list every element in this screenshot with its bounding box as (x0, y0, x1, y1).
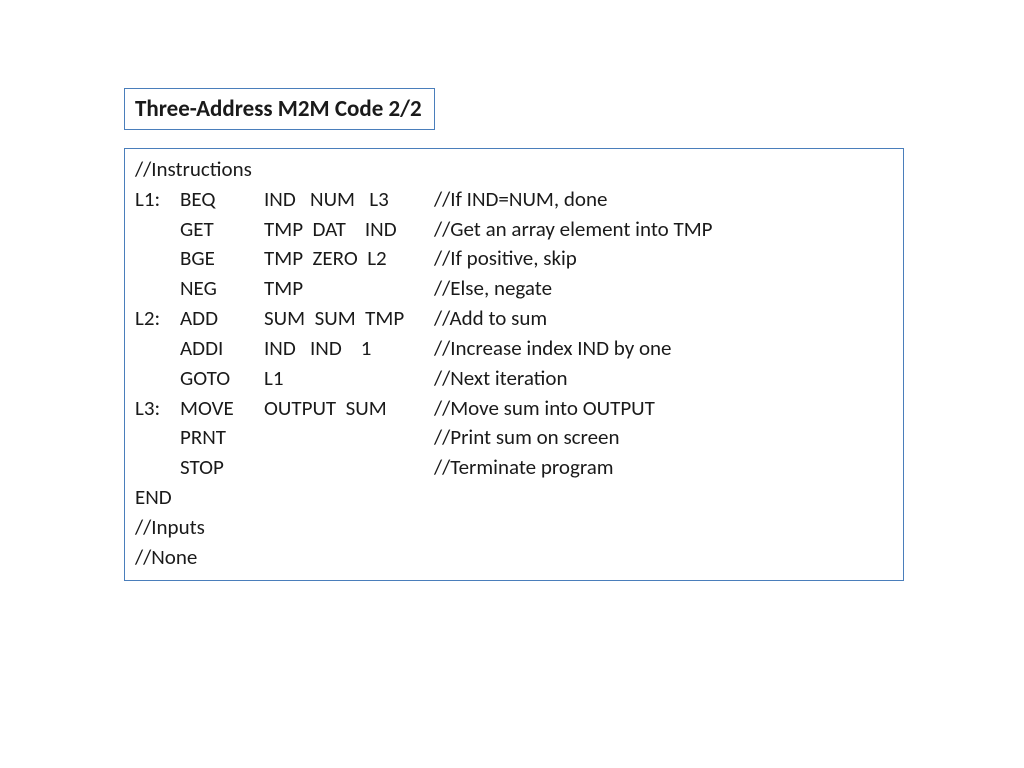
instr-comment: //Move sum into OUTPUT (434, 394, 893, 424)
code-line: L1: BEQ IND NUM L3 //If IND=NUM, done (135, 185, 893, 215)
instr-comment: //Add to sum (434, 304, 893, 334)
instr-comment: //If IND=NUM, done (434, 185, 893, 215)
instr-op: ADDI (180, 334, 264, 364)
instr-op: BGE (180, 244, 264, 274)
instr-op: MOVE (180, 394, 264, 424)
code-line: GOTO L1 //Next iteration (135, 364, 893, 394)
instr-args: L1 (264, 364, 434, 394)
instr-op: STOP (180, 453, 264, 483)
instr-comment: //Terminate program (434, 453, 893, 483)
instr-label (135, 453, 180, 483)
instr-comment: //Increase index IND by one (434, 334, 893, 364)
code-line: BGE TMP ZERO L2 //If positive, skip (135, 244, 893, 274)
code-line: END (135, 483, 893, 513)
instr-comment: //If positive, skip (434, 244, 893, 274)
slide-title: Three-Address M2M Code 2/2 (124, 88, 435, 130)
instr-comment: //Print sum on screen (434, 423, 893, 453)
instr-op: PRNT (180, 423, 264, 453)
instr-args: IND IND 1 (264, 334, 434, 364)
instr-label: L2: (135, 304, 180, 334)
instr-label: L3: (135, 394, 180, 424)
instr-args: IND NUM L3 (264, 185, 434, 215)
code-line: NEG TMP //Else, negate (135, 274, 893, 304)
code-line: STOP //Terminate program (135, 453, 893, 483)
code-line: ADDI IND IND 1 //Increase index IND by o… (135, 334, 893, 364)
code-listing-box: //Instructions L1: BEQ IND NUM L3 //If I… (124, 148, 904, 581)
instr-op: BEQ (180, 185, 264, 215)
instr-op: NEG (180, 274, 264, 304)
code-line: GET TMP DAT IND //Get an array element i… (135, 215, 893, 245)
code-line: L2: ADD SUM SUM TMP //Add to sum (135, 304, 893, 334)
instr-label (135, 274, 180, 304)
code-line: L3: MOVE OUTPUT SUM //Move sum into OUTP… (135, 394, 893, 424)
instr-op: GET (180, 215, 264, 245)
code-line: //Inputs (135, 513, 893, 543)
instr-comment: //Get an array element into TMP (434, 215, 893, 245)
instr-args: TMP ZERO L2 (264, 244, 434, 274)
instr-op: ADD (180, 304, 264, 334)
code-line: //Instructions (135, 155, 893, 185)
instr-label (135, 423, 180, 453)
instr-comment: //Else, negate (434, 274, 893, 304)
instr-args: SUM SUM TMP (264, 304, 434, 334)
code-line: PRNT //Print sum on screen (135, 423, 893, 453)
instr-args: OUTPUT SUM (264, 394, 434, 424)
instr-label (135, 244, 180, 274)
instr-args: TMP DAT IND (264, 215, 434, 245)
instr-args (264, 453, 434, 483)
instr-args: TMP (264, 274, 434, 304)
instr-label (135, 334, 180, 364)
instr-args (264, 423, 434, 453)
code-line: //None (135, 543, 893, 573)
instr-comment: //Next iteration (434, 364, 893, 394)
instr-label: L1: (135, 185, 180, 215)
instr-label (135, 364, 180, 394)
instr-op: GOTO (180, 364, 264, 394)
instr-label (135, 215, 180, 245)
